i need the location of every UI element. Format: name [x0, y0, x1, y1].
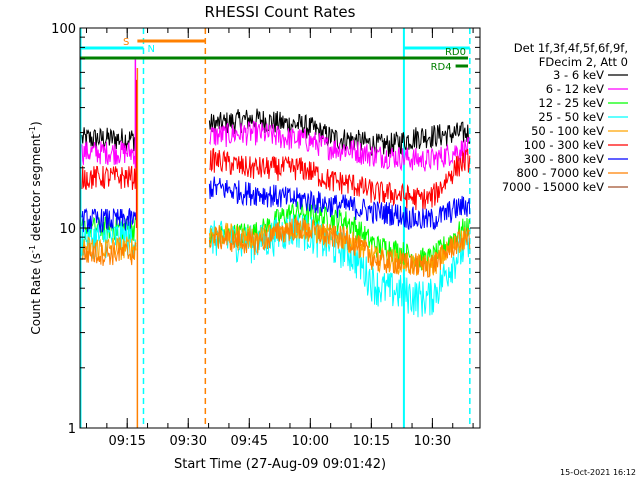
legend-label-6: 300 - 800 keV — [524, 152, 604, 166]
timestamp: 15-Oct-2021 16:12 — [560, 468, 636, 477]
legend-label-7: 800 - 7000 keV — [516, 166, 604, 180]
legend-label-2: 12 - 25 keV — [538, 96, 604, 110]
y-tick-label-2: 100 — [51, 22, 76, 37]
legend-header-0: Det 1f,3f,4f,5f,6f,9f, — [514, 41, 628, 55]
legend-label-3: 25 - 50 keV — [538, 110, 604, 124]
n-bar-label: N — [147, 44, 154, 55]
y-tick-label-1: 10 — [59, 222, 76, 237]
x-tick-label-5: 10:30 — [414, 434, 451, 449]
legend-label-0: 3 - 6 keV — [553, 68, 604, 82]
series-1-pre-line — [81, 141, 137, 165]
series-7-post-line — [208, 215, 471, 278]
legend-label-4: 50 - 100 keV — [531, 124, 604, 138]
y-axis-label-sup1: -1 — [28, 245, 37, 253]
y-axis-label-end: ) — [29, 121, 43, 126]
series-6-pre-line — [81, 207, 137, 233]
x-tick-label-4: 10:15 — [353, 434, 390, 449]
x-axis-label: Start Time (27-Aug-09 09:01:42) — [174, 457, 386, 472]
legend-label-1: 6 - 12 keV — [546, 82, 604, 96]
series-5-pre-line — [81, 165, 137, 190]
y-axis-label-main: Count Rate (s — [29, 253, 43, 335]
series-4-pre-line — [81, 236, 137, 261]
chart-title: RHESSI Count Rates — [205, 3, 356, 21]
x-tick-label-2: 09:45 — [231, 434, 268, 449]
series-1-post-line — [208, 120, 470, 172]
series-5-post-line — [209, 147, 471, 212]
rd0-label: RD0 — [445, 47, 466, 58]
y-axis-label-sup2: -1 — [28, 126, 37, 134]
legend-label-5: 100 - 300 keV — [524, 138, 604, 152]
s-bar-label: S — [123, 37, 129, 48]
rd4-label: RD4 — [431, 62, 452, 73]
series-3-post-line — [208, 214, 471, 318]
legend-label-8: 7000 - 15000 keV — [502, 180, 604, 194]
legend-header-1: FDecim 2, Att 0 — [539, 55, 628, 69]
y-axis-label-rest: detector segment — [29, 134, 43, 245]
x-tick-label-1: 09:30 — [170, 434, 207, 449]
series-7-pre-line — [81, 242, 137, 266]
plot-area: S N RD0 RD4 1 10 100 09:15 09:30 09:45 10:00 10:15 1… — [51, 22, 481, 449]
series-0-pre-line — [81, 127, 137, 152]
series-6-post-line — [208, 176, 471, 231]
legend: Det 1f,3f,4f,5f,6f,9f,FDecim 2, Att 03 -… — [502, 41, 628, 194]
x-tick-label-0: 09:15 — [108, 434, 145, 449]
y-tick-label-0: 1 — [68, 422, 76, 437]
y-axis-label: Count Rate (s-1 detector segment-1) — [28, 121, 43, 334]
x-tick-label-3: 10:00 — [292, 434, 329, 449]
